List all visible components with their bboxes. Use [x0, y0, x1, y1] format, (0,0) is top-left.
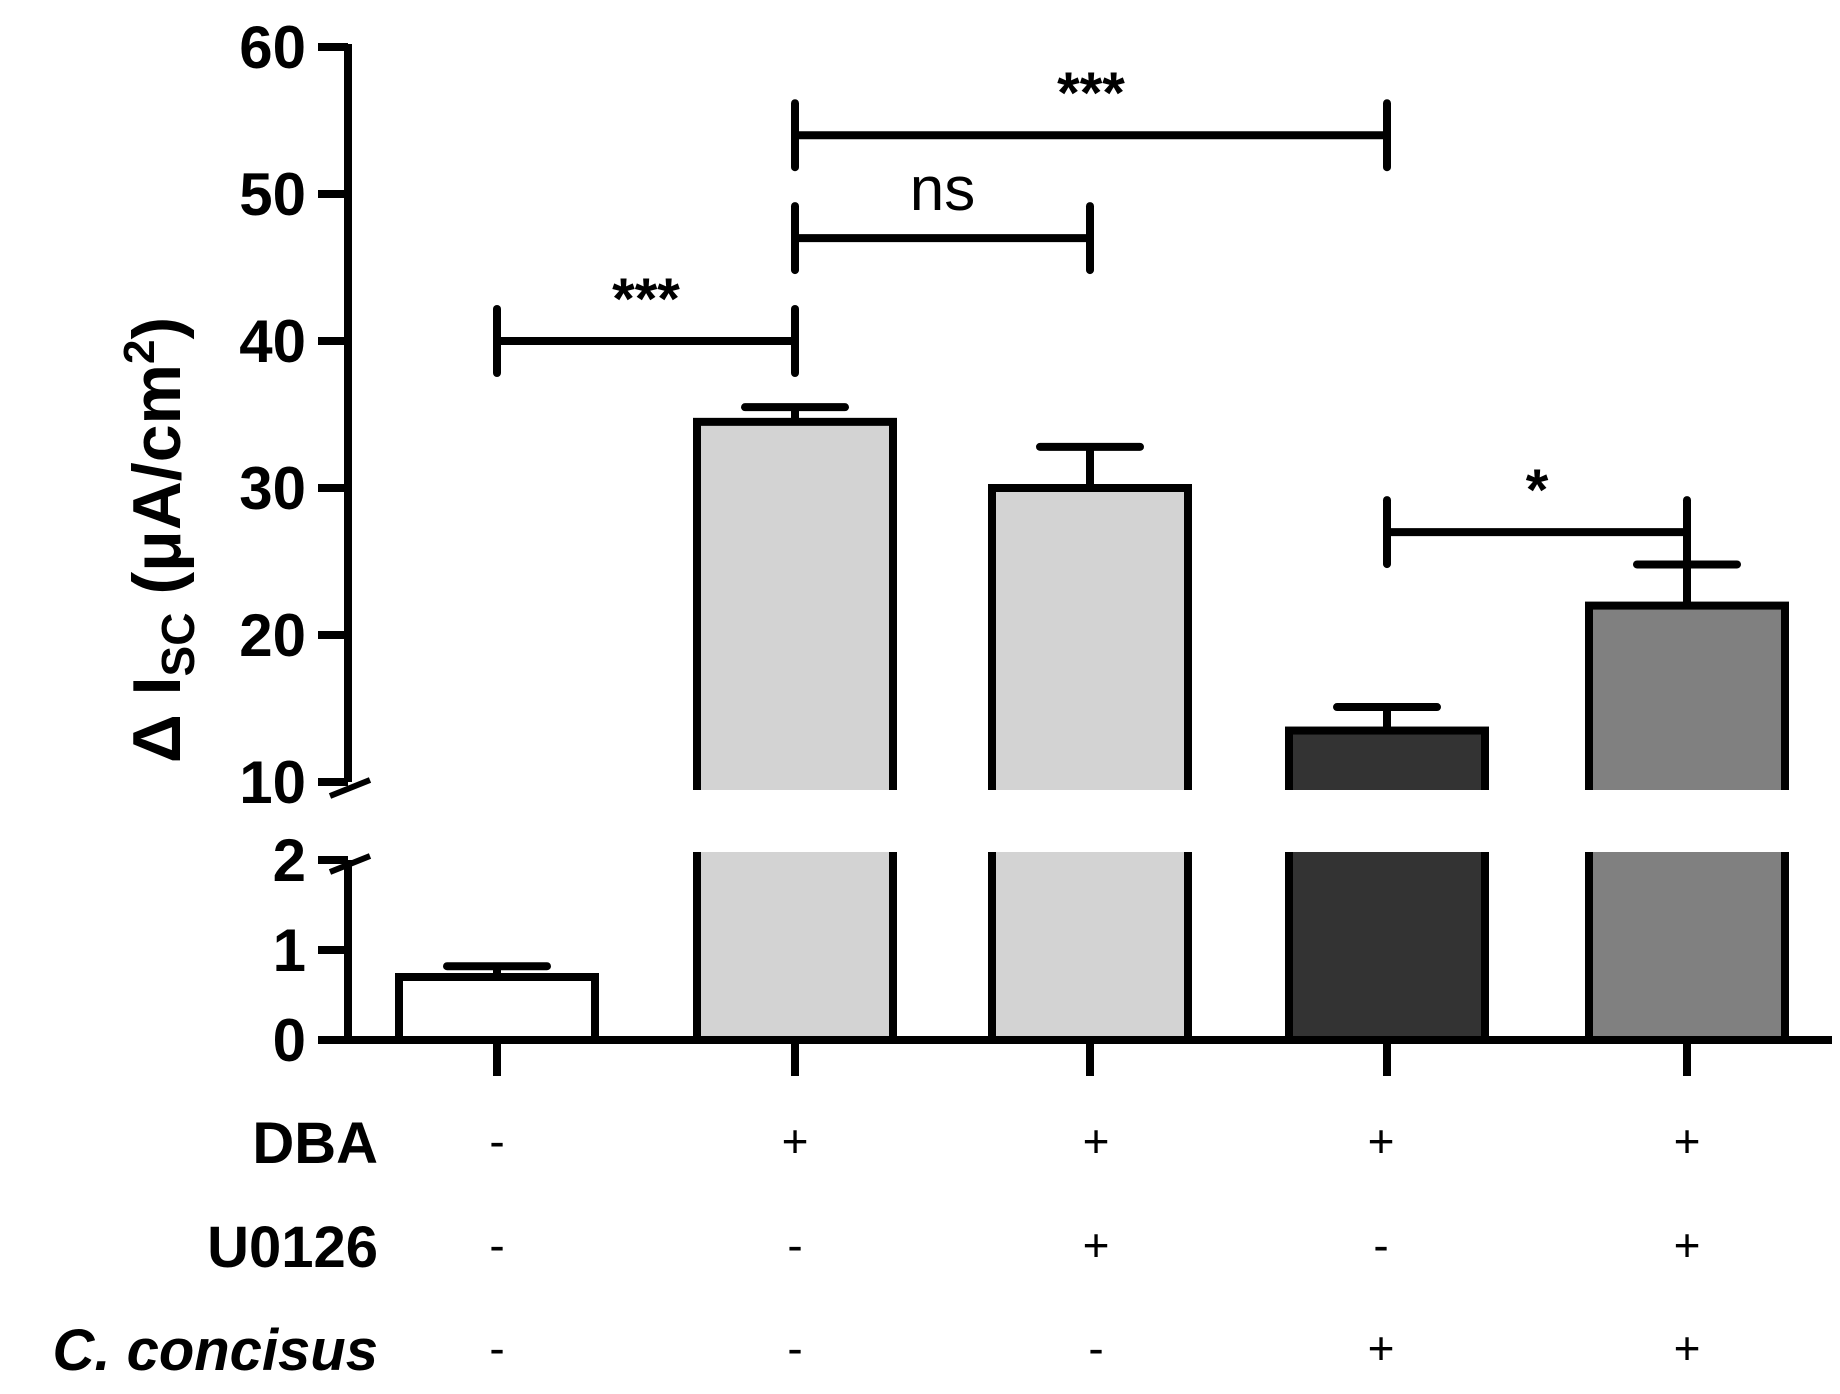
sig-label-4: * [1526, 458, 1549, 523]
bar-2 [693, 417, 897, 1045]
condition-cell-1-3: + [1083, 1115, 1110, 1167]
y-axis-label-prefix: Δ I [119, 676, 195, 763]
y-axis-label-close: ) [119, 317, 195, 340]
condition-cell-2-4: - [1373, 1219, 1388, 1271]
y-axis-label-unit: (μA/cm [119, 364, 195, 595]
y-tick-label-lower-0: 0 [273, 1007, 306, 1074]
y-tick-label-upper-0: 10 [239, 749, 306, 816]
condition-cell-3-3: - [1088, 1322, 1103, 1374]
significance-brackets: ***ns**** [493, 61, 1691, 569]
y-axis-label-subscript: SC [152, 613, 204, 677]
condition-cell-1-2: + [782, 1115, 809, 1167]
y-tick-label-upper-1: 20 [239, 602, 306, 669]
condition-label-3: C. concisus [52, 1318, 378, 1383]
sig-label-1: *** [612, 267, 680, 332]
axis-break-mark-upper [328, 777, 372, 799]
y-axis-label-superscript: 2 [115, 340, 164, 364]
condition-cell-2-3: + [1083, 1219, 1110, 1271]
bars-group [330, 403, 1830, 1045]
y-tick-label-lower-2: 2 [273, 827, 306, 894]
y-axis-label: Δ ISC (μA/cm2) [115, 317, 204, 763]
condition-cell-3-5: + [1674, 1322, 1701, 1374]
y-tick-label-upper-3: 40 [239, 308, 306, 375]
y-tick-label-upper-2: 30 [239, 455, 306, 522]
condition-cell-3-2: - [787, 1322, 802, 1374]
sig-label-3: *** [1057, 61, 1125, 126]
axis-break-mark-lower [328, 853, 372, 875]
condition-label-1: DBA [252, 1111, 378, 1176]
condition-cell-3-1: - [489, 1322, 504, 1374]
y-axis: 0 1 2 10 20 30 40 50 60 [239, 14, 1832, 1076]
condition-cell-3-4: + [1368, 1322, 1395, 1374]
y-tick-label-lower-1: 1 [273, 917, 306, 984]
condition-cell-1-5: + [1674, 1115, 1701, 1167]
condition-cell-1-1: - [489, 1115, 504, 1167]
condition-label-2: U0126 [207, 1215, 378, 1280]
condition-cell-1-4: + [1368, 1115, 1395, 1167]
sig-label-2: ns [910, 155, 975, 224]
bar-4 [1285, 726, 1489, 1044]
condition-cell-2-1: - [489, 1219, 504, 1271]
bar-1 [395, 973, 599, 1044]
axis-break-gap [330, 790, 1830, 852]
bar-3 [988, 484, 1192, 1044]
y-tick-label-upper-5: 60 [239, 14, 306, 81]
condition-cell-2-2: - [787, 1219, 802, 1271]
condition-table: DBA - + + + + U0126 - - + - + C. concisus - - - + + [52, 1111, 1700, 1383]
condition-cell-2-5: + [1674, 1219, 1701, 1271]
y-tick-label-upper-4: 50 [239, 161, 306, 228]
